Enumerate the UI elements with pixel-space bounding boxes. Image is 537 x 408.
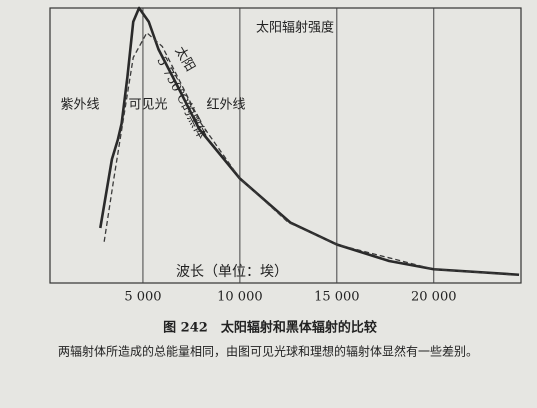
annotation: 可见光 (128, 98, 167, 113)
y-axis-label: 太阳辐射强度 (256, 20, 334, 36)
caption: 图 242 太阳辐射和黑体辐射的比较 (163, 320, 377, 336)
x-axis-label: 波长（单位：埃） (176, 264, 288, 280)
x-tick-label: 5 000 (124, 290, 161, 305)
plot-frame (49, 7, 522, 284)
line-series (99, 6, 520, 277)
note: 两辐射体所造成的总能量相同，由图可见光球和理想的辐射体显然有一些差别。 (58, 344, 478, 359)
x-tick-label: 15 000 (314, 290, 360, 305)
x-tick-label: 20 000 (411, 290, 457, 305)
line-series (103, 32, 512, 276)
x-tick-label: 10 000 (217, 290, 263, 305)
annotation: 红外线 (206, 97, 245, 113)
annotation: 紫外线 (60, 98, 99, 113)
